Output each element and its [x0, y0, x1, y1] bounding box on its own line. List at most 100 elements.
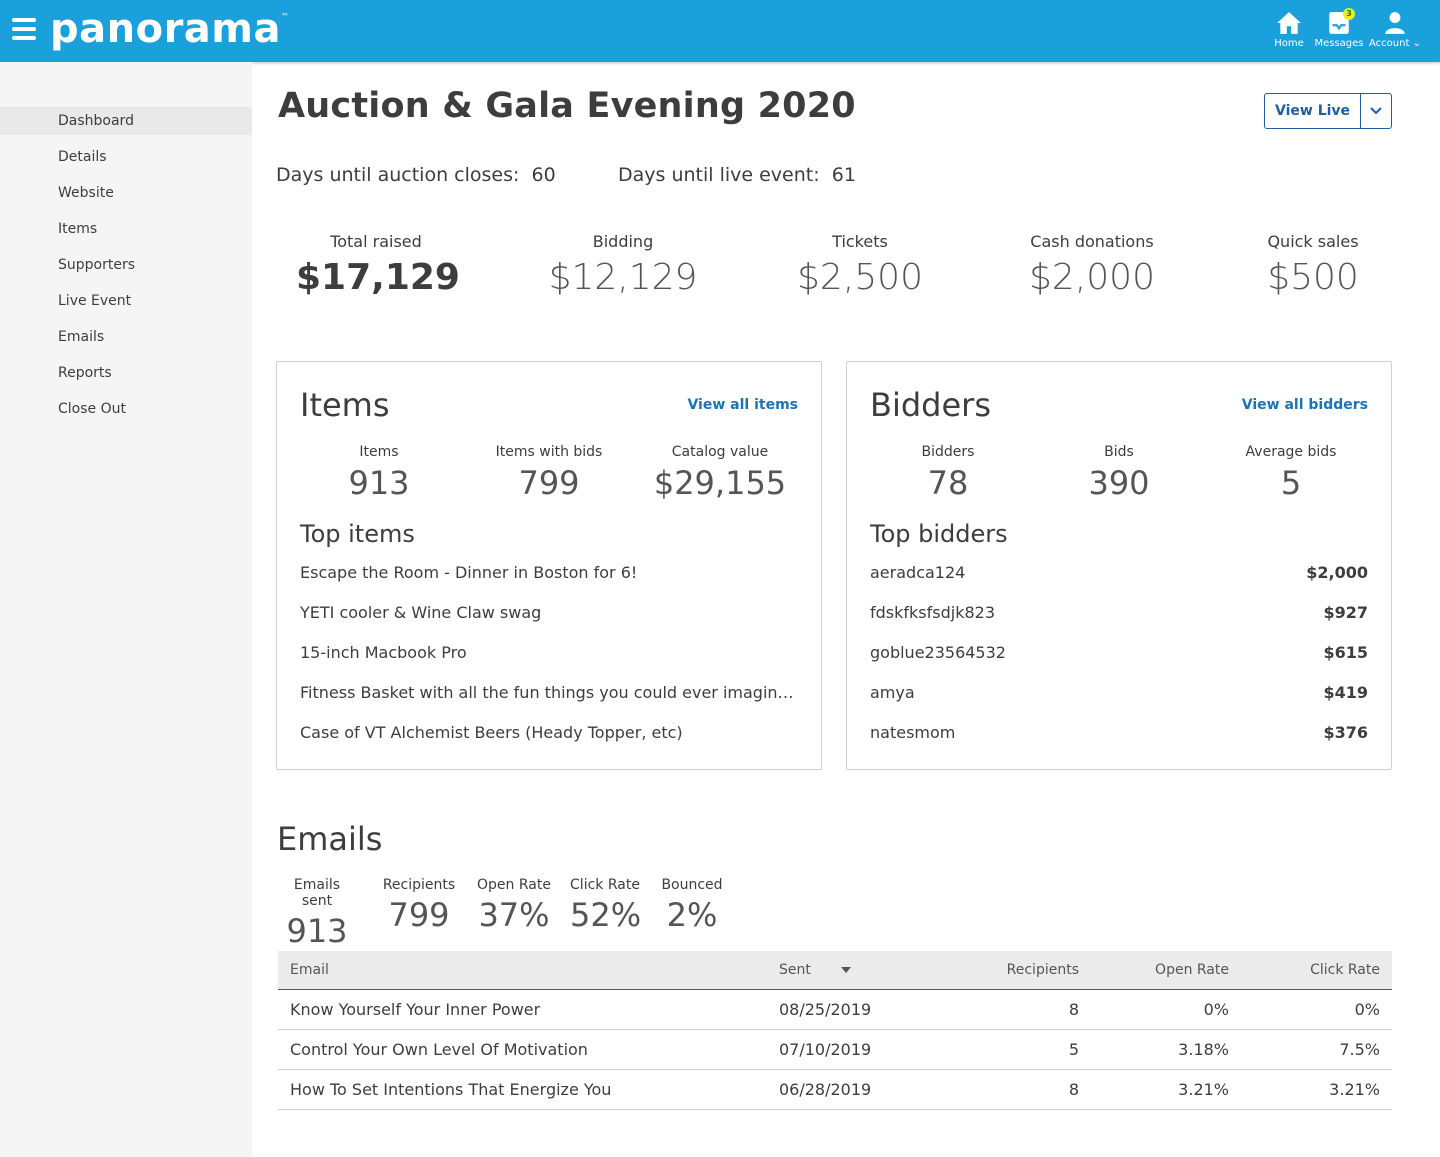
stat-value: 2% — [666, 896, 718, 934]
catalog-value-stat: Catalog value $29,155 — [645, 444, 795, 502]
nav-account[interactable]: Account ⌄ — [1364, 10, 1426, 49]
bidders-card: Bidders View all bidders Bidders 78 Bids… — [846, 361, 1392, 770]
page-title: Auction & Gala Evening 2020 — [278, 86, 856, 126]
email-sent-date: 07/10/2019 — [767, 1029, 967, 1070]
sidebar-item-live-event[interactable]: Live Event — [58, 293, 132, 309]
sidebar-item-dashboard[interactable]: Dashboard — [0, 107, 252, 135]
bidder-amount: $2,000 — [1306, 563, 1368, 582]
stat-value: 913 — [286, 912, 348, 950]
view-all-bidders-link[interactable]: View all bidders — [1241, 397, 1368, 413]
stat-cash-donations: Cash donations $2,000 — [1007, 232, 1177, 298]
stat-value: $2,500 — [797, 257, 923, 298]
sidebar-item-close-out[interactable]: Close Out — [58, 401, 126, 417]
nav-messages[interactable]: 3 Messages — [1314, 8, 1364, 49]
column-header-open-rate[interactable]: Open Rate — [1091, 951, 1241, 990]
stat-value: 390 — [1088, 464, 1150, 502]
bidder-name: aeradca124 — [870, 563, 966, 582]
email-subject: Know Yourself Your Inner Power — [278, 989, 767, 1030]
items-card-title: Items — [300, 386, 390, 424]
top-item[interactable]: 15-inch Macbook Pro — [300, 643, 467, 662]
email-click-rate: 7.5% — [1241, 1029, 1392, 1070]
recipients-stat: Recipients 799 — [381, 877, 457, 934]
panorama-logo[interactable]: panorama™ — [50, 6, 290, 52]
live-event-countdown-label: Days until live event: — [618, 164, 820, 186]
top-bidder[interactable]: natesmom $376 — [870, 723, 1368, 747]
nav-messages-label: Messages — [1314, 38, 1364, 49]
top-item[interactable]: Case of VT Alchemist Beers (Heady Topper… — [300, 723, 683, 742]
stat-tickets: Tickets $2,500 — [780, 232, 940, 298]
email-open-rate: 3.21% — [1091, 1069, 1241, 1110]
view-live-dropdown[interactable] — [1361, 94, 1391, 128]
bidder-name: goblue23564532 — [870, 643, 1006, 662]
stat-value: 37% — [478, 896, 550, 934]
auction-countdown: Days until auction closes: 60 — [276, 164, 556, 186]
emails-section-title: Emails — [277, 820, 383, 858]
items-card: Items View all items Items 913 Items wit… — [276, 361, 822, 770]
stat-label: Tickets — [832, 232, 888, 251]
email-open-rate: 3.18% — [1091, 1029, 1241, 1070]
email-click-rate: 0% — [1241, 989, 1392, 1030]
email-recipients: 8 — [967, 1069, 1091, 1110]
view-live-label[interactable]: View Live — [1265, 94, 1361, 128]
email-recipients: 8 — [967, 989, 1091, 1030]
auction-countdown-value: 60 — [531, 164, 556, 186]
email-open-rate: 0% — [1091, 989, 1241, 1030]
stat-label: Bidders — [921, 444, 975, 460]
account-icon — [1385, 12, 1405, 34]
top-items-title: Top items — [300, 520, 415, 548]
column-header-sent[interactable]: Sent — [767, 951, 967, 990]
table-row[interactable]: Know Yourself Your Inner Power 08/25/201… — [278, 989, 1392, 1030]
table-row[interactable]: Control Your Own Level Of Motivation 07/… — [278, 1029, 1392, 1070]
sort-descending-icon[interactable] — [840, 966, 851, 973]
top-bidder[interactable]: goblue23564532 $615 — [870, 643, 1368, 667]
emails-sent-stat: Emails sent 913 — [278, 877, 356, 950]
top-item[interactable]: YETI cooler & Wine Claw swag — [300, 603, 542, 622]
hamburger-menu-icon[interactable] — [12, 18, 36, 42]
stat-quick-sales: Quick sales $500 — [1243, 232, 1383, 298]
stat-label: Total raised — [330, 232, 422, 251]
stat-value: 913 — [348, 464, 410, 502]
items-with-bids-stat: Items with bids 799 — [474, 444, 624, 502]
auction-countdown-label: Days until auction closes: — [276, 164, 520, 186]
top-bidder[interactable]: fdskfksfsdjk823 $927 — [870, 603, 1368, 627]
top-bidder[interactable]: aeradca124 $2,000 — [870, 563, 1368, 587]
table-row[interactable]: How To Set Intentions That Energize You … — [278, 1069, 1392, 1110]
stat-label: Average bids — [1245, 444, 1337, 460]
stat-total-raised: Total raised $17,129 — [296, 232, 460, 298]
sidebar-item-emails[interactable]: Emails — [58, 329, 105, 345]
column-header-email[interactable]: Email — [278, 951, 767, 990]
bidder-amount: $376 — [1323, 723, 1368, 742]
open-rate-stat: Open Rate 37% — [477, 877, 551, 934]
stat-value: $29,155 — [653, 464, 787, 502]
column-header-click-rate[interactable]: Click Rate — [1241, 951, 1392, 990]
stat-label: Open Rate — [477, 877, 551, 893]
nav-home[interactable]: Home — [1264, 10, 1314, 49]
top-item[interactable]: Escape the Room - Dinner in Boston for 6… — [300, 563, 638, 582]
bids-count-stat: Bids 390 — [1044, 444, 1194, 502]
column-header-recipients[interactable]: Recipients — [967, 951, 1091, 990]
top-item[interactable]: Fitness Basket with all the fun things y… — [300, 683, 798, 702]
items-count-stat: Items 913 — [304, 444, 454, 502]
sidebar-item-items[interactable]: Items — [58, 221, 98, 237]
chevron-down-icon — [1370, 107, 1382, 115]
sidebar-item-details[interactable]: Details — [58, 149, 107, 165]
stat-value: 5 — [1280, 464, 1302, 502]
view-all-items-link[interactable]: View all items — [687, 397, 798, 413]
stat-label: Emails sent — [293, 877, 341, 909]
bidders-card-title: Bidders — [870, 386, 991, 424]
stat-value: 799 — [388, 896, 450, 934]
live-event-countdown: Days until live event: 61 — [618, 164, 856, 186]
sidebar-item-website[interactable]: Website — [58, 185, 114, 201]
stat-label: Cash donations — [1030, 232, 1154, 251]
stat-value: 52% — [570, 896, 642, 934]
email-click-rate: 3.21% — [1241, 1069, 1392, 1110]
view-live-button[interactable]: View Live — [1264, 93, 1392, 129]
bidder-amount: $419 — [1323, 683, 1368, 702]
top-bidder[interactable]: amya $419 — [870, 683, 1368, 707]
stat-label: Items — [359, 444, 399, 460]
stat-label: Catalog value — [671, 444, 769, 460]
bidder-name: natesmom — [870, 723, 956, 742]
sidebar-item-supporters[interactable]: Supporters — [58, 257, 136, 273]
sidebar-item-reports[interactable]: Reports — [58, 365, 112, 381]
email-sent-date: 06/28/2019 — [767, 1069, 967, 1110]
